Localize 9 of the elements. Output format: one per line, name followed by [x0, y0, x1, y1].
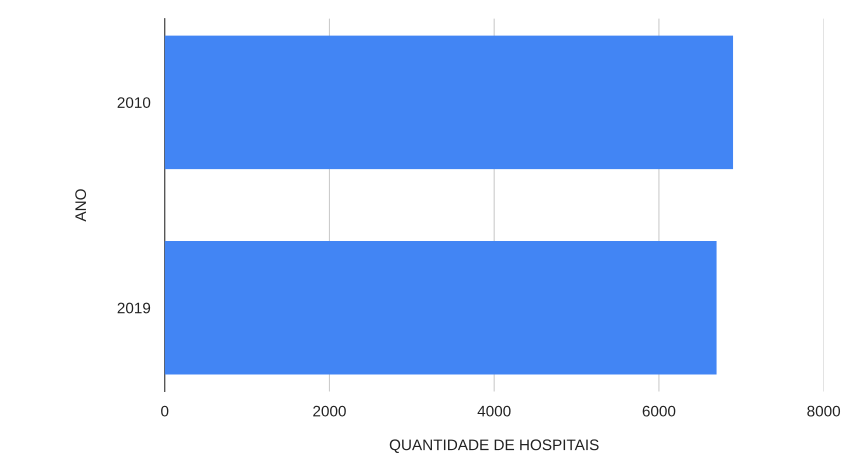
- x-axis-title: QUANTIDADE DE HOSPITAIS: [390, 439, 599, 453]
- x-tick-label: 6000: [642, 406, 676, 417]
- x-tick-label: 0: [161, 406, 168, 417]
- y-tick-label: 2010: [118, 97, 150, 108]
- x-tick-label: 8000: [807, 406, 840, 417]
- y-tick-label: 2019: [118, 302, 150, 314]
- x-tick-label: 4000: [478, 406, 511, 417]
- x-tick-label: 2000: [313, 406, 346, 417]
- y-axis-title: ANO: [75, 189, 86, 222]
